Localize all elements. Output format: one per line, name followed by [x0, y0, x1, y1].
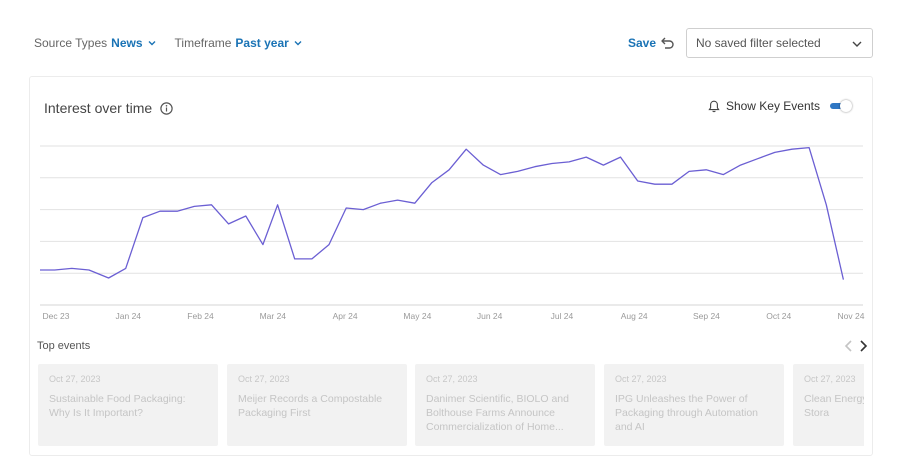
save-button[interactable]: Save [628, 36, 657, 50]
x-tick-label: Sep 24 [693, 311, 720, 321]
event-date: Oct 27, 2023 [804, 374, 856, 384]
saved-filter-value: No saved filter selected [696, 36, 821, 50]
event-card[interactable]: Oct 27, 2023 Clean Energy Michigan: A En… [793, 364, 864, 446]
timeframe-label: Timeframe [174, 36, 232, 50]
event-title: IPG Unleashes the Power of Packaging thr… [615, 393, 759, 433]
source-types-filter[interactable]: Source Types News [34, 36, 157, 50]
card-title-text: Interest over time [44, 100, 153, 116]
event-card[interactable]: Oct 27, 2023 Danimer Scientific, BIOLO a… [415, 364, 595, 446]
x-tick-label: Oct 24 [766, 311, 791, 321]
x-tick-label: Jun 24 [477, 311, 503, 321]
chevron-left-icon[interactable] [843, 339, 855, 353]
timeframe-filter[interactable]: Timeframe Past year [175, 36, 303, 50]
carousel-nav [843, 339, 869, 353]
event-card[interactable]: Oct 27, 2023 IPG Unleashes the Power of … [604, 364, 784, 446]
event-card[interactable]: Oct 27, 2023 Meijer Records a Compostabl… [227, 364, 407, 446]
chevron-down-icon [294, 41, 302, 46]
x-tick-label: Feb 24 [187, 311, 214, 321]
card-title: Interest over time [44, 100, 173, 116]
series-line [40, 146, 845, 280]
event-date: Oct 27, 2023 [615, 374, 667, 384]
key-events-control: Show Key Events [708, 99, 852, 113]
x-tick-label: Mar 24 [260, 311, 287, 321]
event-title: Clean Energy Michigan: A Energy Stora [804, 393, 864, 419]
event-date: Oct 27, 2023 [426, 374, 478, 384]
chevron-down-icon [148, 41, 156, 46]
top-events-label: Top events [37, 340, 91, 352]
event-title: Sustainable Food Packaging: Why Is It Im… [49, 393, 186, 419]
x-tick-label: Jul 24 [551, 311, 574, 321]
event-card[interactable]: Oct 27, 2023 Sustainable Food Packaging:… [38, 364, 218, 446]
interest-chart: Dec 23 Jan 24 Feb 24 Mar 24 Apr 24 May 24 Jun … [40, 145, 865, 321]
event-title: Meijer Records a Compostable Packaging F… [238, 393, 383, 419]
x-tick-label: Dec 23 [43, 311, 70, 321]
x-tick-label: Jan 24 [116, 311, 142, 321]
saved-filter-select[interactable]: No saved filter selected [686, 28, 873, 58]
toggle-knob [840, 100, 852, 112]
chevron-right-icon[interactable] [857, 339, 869, 353]
top-events-carousel: Oct 27, 2023 Sustainable Food Packaging:… [38, 364, 864, 446]
info-icon[interactable] [160, 101, 173, 115]
bell-icon [708, 100, 720, 112]
x-tick-label: Apr 24 [333, 311, 358, 321]
key-events-label: Show Key Events [725, 99, 820, 113]
key-events-toggle[interactable] [830, 100, 852, 112]
event-date: Oct 27, 2023 [49, 374, 101, 384]
timeframe-value[interactable]: Past year [235, 36, 289, 50]
x-tick-label: May 24 [403, 311, 431, 321]
source-types-value[interactable]: News [111, 36, 143, 50]
event-date: Oct 27, 2023 [238, 374, 290, 384]
event-title: Danimer Scientific, BIOLO and Bolthouse … [426, 393, 569, 433]
filter-bar: Source Types News Timeframe Past year [34, 34, 303, 52]
x-tick-label: Aug 24 [621, 311, 648, 321]
x-tick-label: Nov 24 [838, 311, 865, 321]
source-types-label: Source Types [34, 36, 108, 50]
undo-icon[interactable] [660, 35, 676, 51]
chevron-down-icon [852, 41, 862, 47]
